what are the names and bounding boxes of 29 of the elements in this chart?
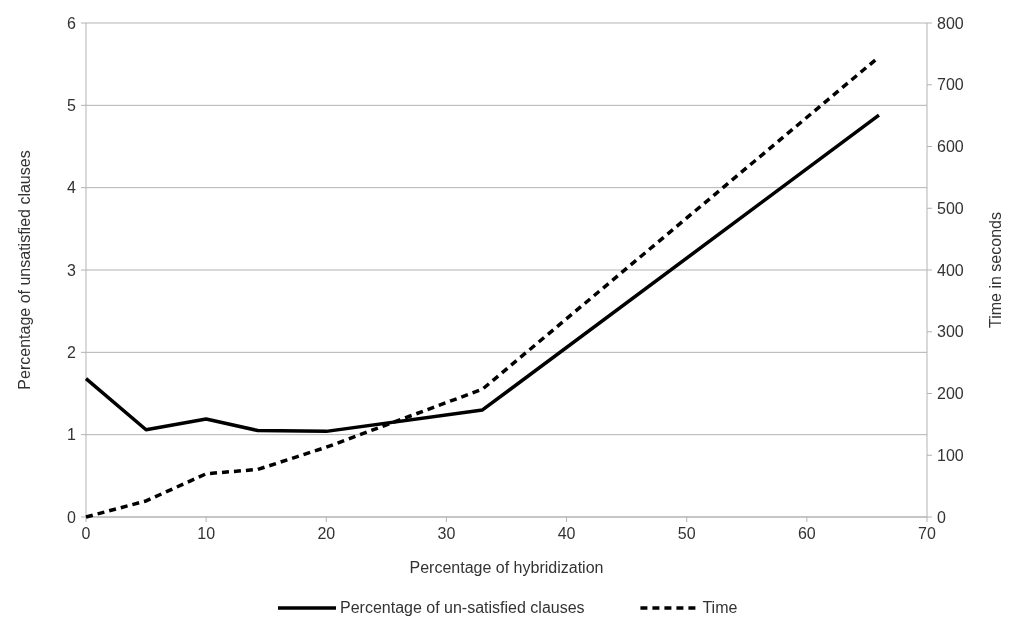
y2-tick-label: 300: [937, 323, 964, 341]
x-tick-label: 50: [677, 525, 696, 542]
y-tick-label: 6: [67, 14, 77, 32]
x-tick-label: 0: [81, 525, 91, 542]
y-tick-label: 2: [67, 343, 77, 361]
y-tick-label: 1: [67, 426, 77, 444]
x-tick-label: 20: [317, 525, 336, 542]
y2-tick-label: 800: [937, 14, 964, 32]
x-axis-title: Percentage of hybridization: [409, 559, 604, 576]
y2-tick-label: 200: [937, 385, 964, 403]
y-tick-label: 0: [67, 508, 77, 526]
y-tick-label: 3: [67, 261, 77, 279]
y2-tick-label: 400: [937, 261, 964, 279]
y2-tick-label: 0: [937, 508, 946, 526]
x-tick-label: 40: [557, 525, 576, 542]
y2-tick-label: 100: [937, 446, 964, 464]
x-tick-label: 30: [437, 525, 456, 542]
y-tick-label: 4: [67, 179, 77, 197]
x-tick-label: 60: [797, 525, 816, 542]
y-tick-label: 5: [67, 96, 77, 114]
legend-label: Time: [702, 599, 738, 616]
legend-label: Percentage of un-satisfied clauses: [340, 599, 585, 616]
x-tick-label: 10: [197, 525, 216, 542]
y-axis-title: Percentage of unsatisfied clauses: [16, 150, 33, 390]
y2-tick-label: 600: [937, 138, 964, 156]
x-tick-label: 70: [918, 525, 936, 542]
y2-axis-title: Time in seconds: [987, 212, 1004, 328]
y2-tick-label: 700: [937, 76, 964, 94]
y2-tick-label: 500: [937, 199, 964, 217]
